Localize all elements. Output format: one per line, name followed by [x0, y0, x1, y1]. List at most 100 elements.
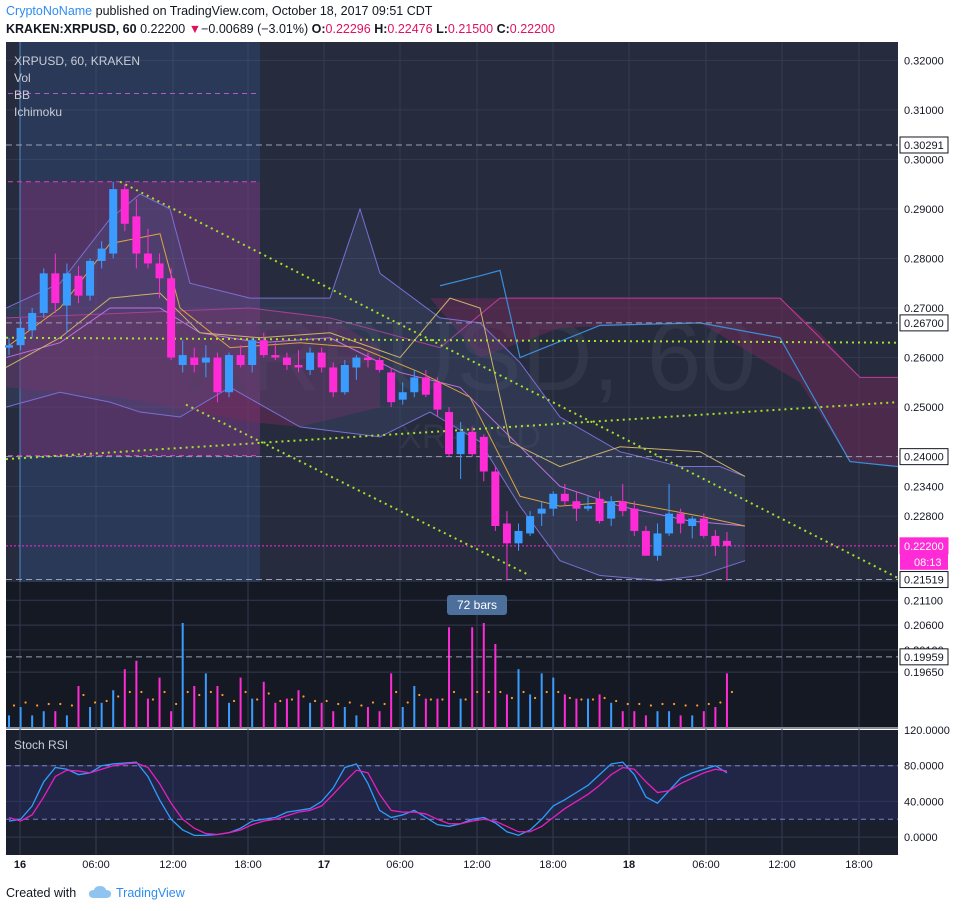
candle-body — [201, 357, 210, 363]
volume-ma-dot — [649, 704, 653, 707]
volume-ma-dot — [290, 698, 294, 701]
volume-ma-dot — [209, 690, 212, 694]
candle-body — [421, 377, 430, 395]
countdown-text: 08:13 — [914, 557, 942, 569]
candle-body — [398, 392, 407, 400]
time-tick-label: 06:00 — [386, 859, 414, 871]
volume-ma-dot — [163, 690, 166, 694]
volume-ma-dot — [256, 698, 259, 701]
legend-stoch-rsi[interactable]: Stoch RSI — [14, 738, 68, 752]
volume-ma-dot — [534, 696, 537, 700]
candle-body — [329, 367, 338, 393]
candle-body — [456, 431, 465, 455]
candle-body — [433, 382, 442, 410]
legend-title: XRPUSD, 60, KRAKEN — [14, 54, 140, 68]
ohlc-line: KRAKEN:XRPUSD, 60 0.22200 ▼−0.00689 (−3.… — [6, 22, 555, 36]
candle-body — [62, 273, 71, 306]
trendline-lower — [185, 403, 531, 577]
volume-ma-dot — [730, 690, 734, 694]
legend: XRPUSD, 60, KRAKEN Vol BB Ichimoku Stoch… — [14, 54, 140, 752]
price-tick-label: 0.30000 — [904, 154, 944, 166]
volume-ma-dot — [441, 698, 444, 701]
created-with-text: Created with — [6, 886, 77, 900]
stoch-k-line — [8, 761, 728, 837]
bars-count-badge: 72 bars — [447, 595, 507, 615]
candle-body — [16, 327, 25, 346]
chart-area[interactable]: XRPUSD, 60 XRPUSD 0.32000 0.31000 0.30000 0… — [0, 42, 962, 874]
candle-body — [676, 513, 685, 524]
price-tick-label: 0.26000 — [904, 353, 944, 365]
volume-ma-dot — [684, 704, 687, 707]
candle-body — [560, 493, 569, 502]
price-label-box — [899, 314, 949, 332]
price-tick-label: 0.32000 — [904, 55, 944, 67]
author-link[interactable]: CryptoNoName — [6, 4, 93, 18]
time-axis[interactable] — [0, 855, 898, 874]
volume-ma-dot — [313, 699, 317, 703]
close-label: C: — [496, 22, 510, 36]
stoch-rsi-layer — [6, 761, 898, 837]
time-tick-label: 18 — [623, 859, 635, 871]
stoch-tick-label: 0.0000 — [904, 832, 938, 844]
price-label-box — [899, 648, 949, 666]
candle-body — [688, 518, 697, 526]
candle-body — [699, 518, 708, 536]
time-tick-label: 12:00 — [768, 859, 796, 871]
price-chart[interactable]: XRPUSD, 60 XRPUSD 0.32000 0.31000 0.30000 0… — [0, 42, 962, 874]
volume-ma-dot — [568, 696, 571, 700]
candle-body — [352, 357, 361, 368]
candle-body — [167, 278, 176, 358]
candle-body — [120, 189, 129, 224]
price-tick-label: 0.25000 — [904, 402, 944, 414]
candle-body — [143, 253, 152, 264]
volume-ma-dot — [591, 698, 595, 701]
bollinger-upper — [5, 193, 746, 477]
trendlines-layer — [5, 180, 899, 579]
price-tick-label: 0.28000 — [904, 253, 944, 265]
legend-ichimoku[interactable]: Ichimoku — [14, 105, 62, 119]
tradingview-link[interactable]: TradingView — [116, 886, 185, 900]
chart-header: CryptoNoName published on TradingView.co… — [0, 0, 962, 42]
legend-bb[interactable]: BB — [14, 88, 30, 102]
volume-ma-dot — [360, 704, 363, 707]
volume-ma-dot — [464, 698, 467, 701]
candle-body — [387, 372, 396, 403]
volume-ma-dot — [105, 699, 108, 703]
volume-ma-dot — [348, 701, 351, 704]
candle-body — [491, 471, 500, 526]
time-tick-label: 18:00 — [234, 859, 262, 871]
volume-ma-dot — [70, 704, 73, 707]
candle-body — [653, 533, 662, 556]
candle-body — [225, 355, 234, 393]
candle-body — [236, 355, 245, 365]
stoch-tick-label: 120.0000 — [904, 725, 950, 737]
bollinger-bands-layer — [5, 193, 746, 581]
price-tick-label: 0.22800 — [904, 511, 944, 523]
price-label-text: 0.26700 — [904, 318, 944, 330]
price-label-text: 0.19959 — [904, 652, 944, 664]
volume-ma-dot — [557, 690, 560, 694]
open-label: O: — [311, 22, 326, 36]
legend-vol[interactable]: Vol — [14, 71, 31, 85]
watermark-layer: XRPUSD, 60 XRPUSD — [184, 301, 756, 456]
price-label-text: 0.22200 — [904, 541, 944, 553]
volume-ma-dot — [661, 702, 664, 706]
volume-layer — [8, 623, 734, 728]
candle-body — [514, 530, 523, 544]
price-tick-label: 0.31000 — [904, 105, 944, 117]
bars-count-label: 72 bars — [457, 598, 497, 612]
candle-body — [132, 216, 141, 254]
time-tick-label: 06:00 — [692, 859, 720, 871]
candle-body — [468, 431, 477, 455]
stoch-tick-label: 80.0000 — [904, 761, 944, 773]
volume-ma-dot — [510, 696, 514, 700]
symbol-label: KRAKEN:XRPUSD, 60 — [6, 22, 137, 36]
price-label-box — [899, 448, 949, 466]
price-label-box — [899, 571, 949, 589]
volume-ma-dot — [267, 692, 270, 695]
candle-body — [282, 357, 291, 365]
candle-body — [259, 340, 268, 356]
low-label: L: — [436, 22, 448, 36]
bollinger-fill — [6, 194, 745, 581]
volume-ma-dot — [429, 698, 432, 701]
